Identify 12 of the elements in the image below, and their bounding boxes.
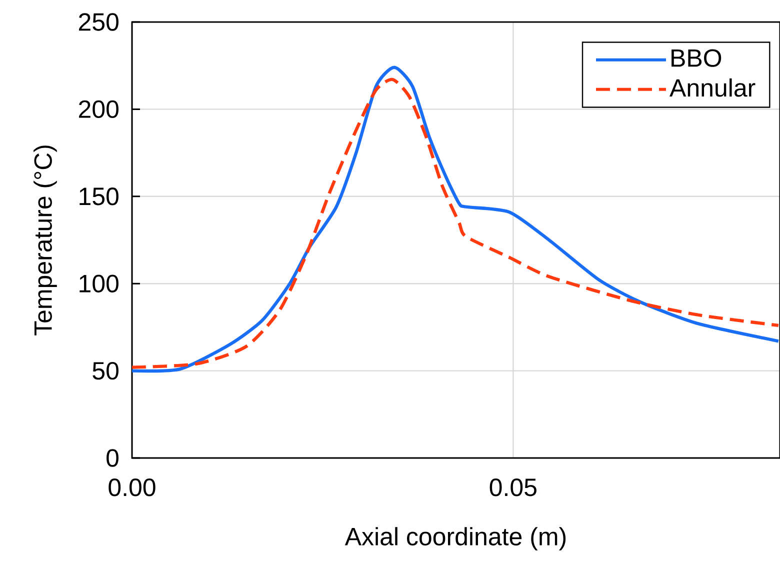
y-tick-label: 100 — [80, 274, 118, 292]
y-axis-title: Temperature (°C) — [34, 146, 57, 336]
y-tick-label: 0 — [106, 449, 118, 467]
x-tick-label: 0.05 — [490, 478, 536, 496]
x-tick-label: 0.00 — [108, 478, 156, 496]
legend-label: Annular — [670, 78, 756, 97]
y-tick-label: 200 — [79, 100, 118, 118]
y-tick-label: 150 — [80, 188, 118, 206]
legend-label: BBO — [672, 49, 722, 67]
y-tick-label: 250 — [79, 13, 118, 31]
x-axis-title: Axial coordinate (m) — [344, 527, 566, 550]
y-tick-label: 50 — [92, 362, 118, 380]
